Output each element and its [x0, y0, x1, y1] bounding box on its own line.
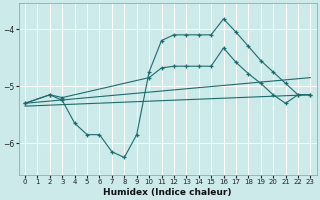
X-axis label: Humidex (Indice chaleur): Humidex (Indice chaleur): [103, 188, 232, 197]
